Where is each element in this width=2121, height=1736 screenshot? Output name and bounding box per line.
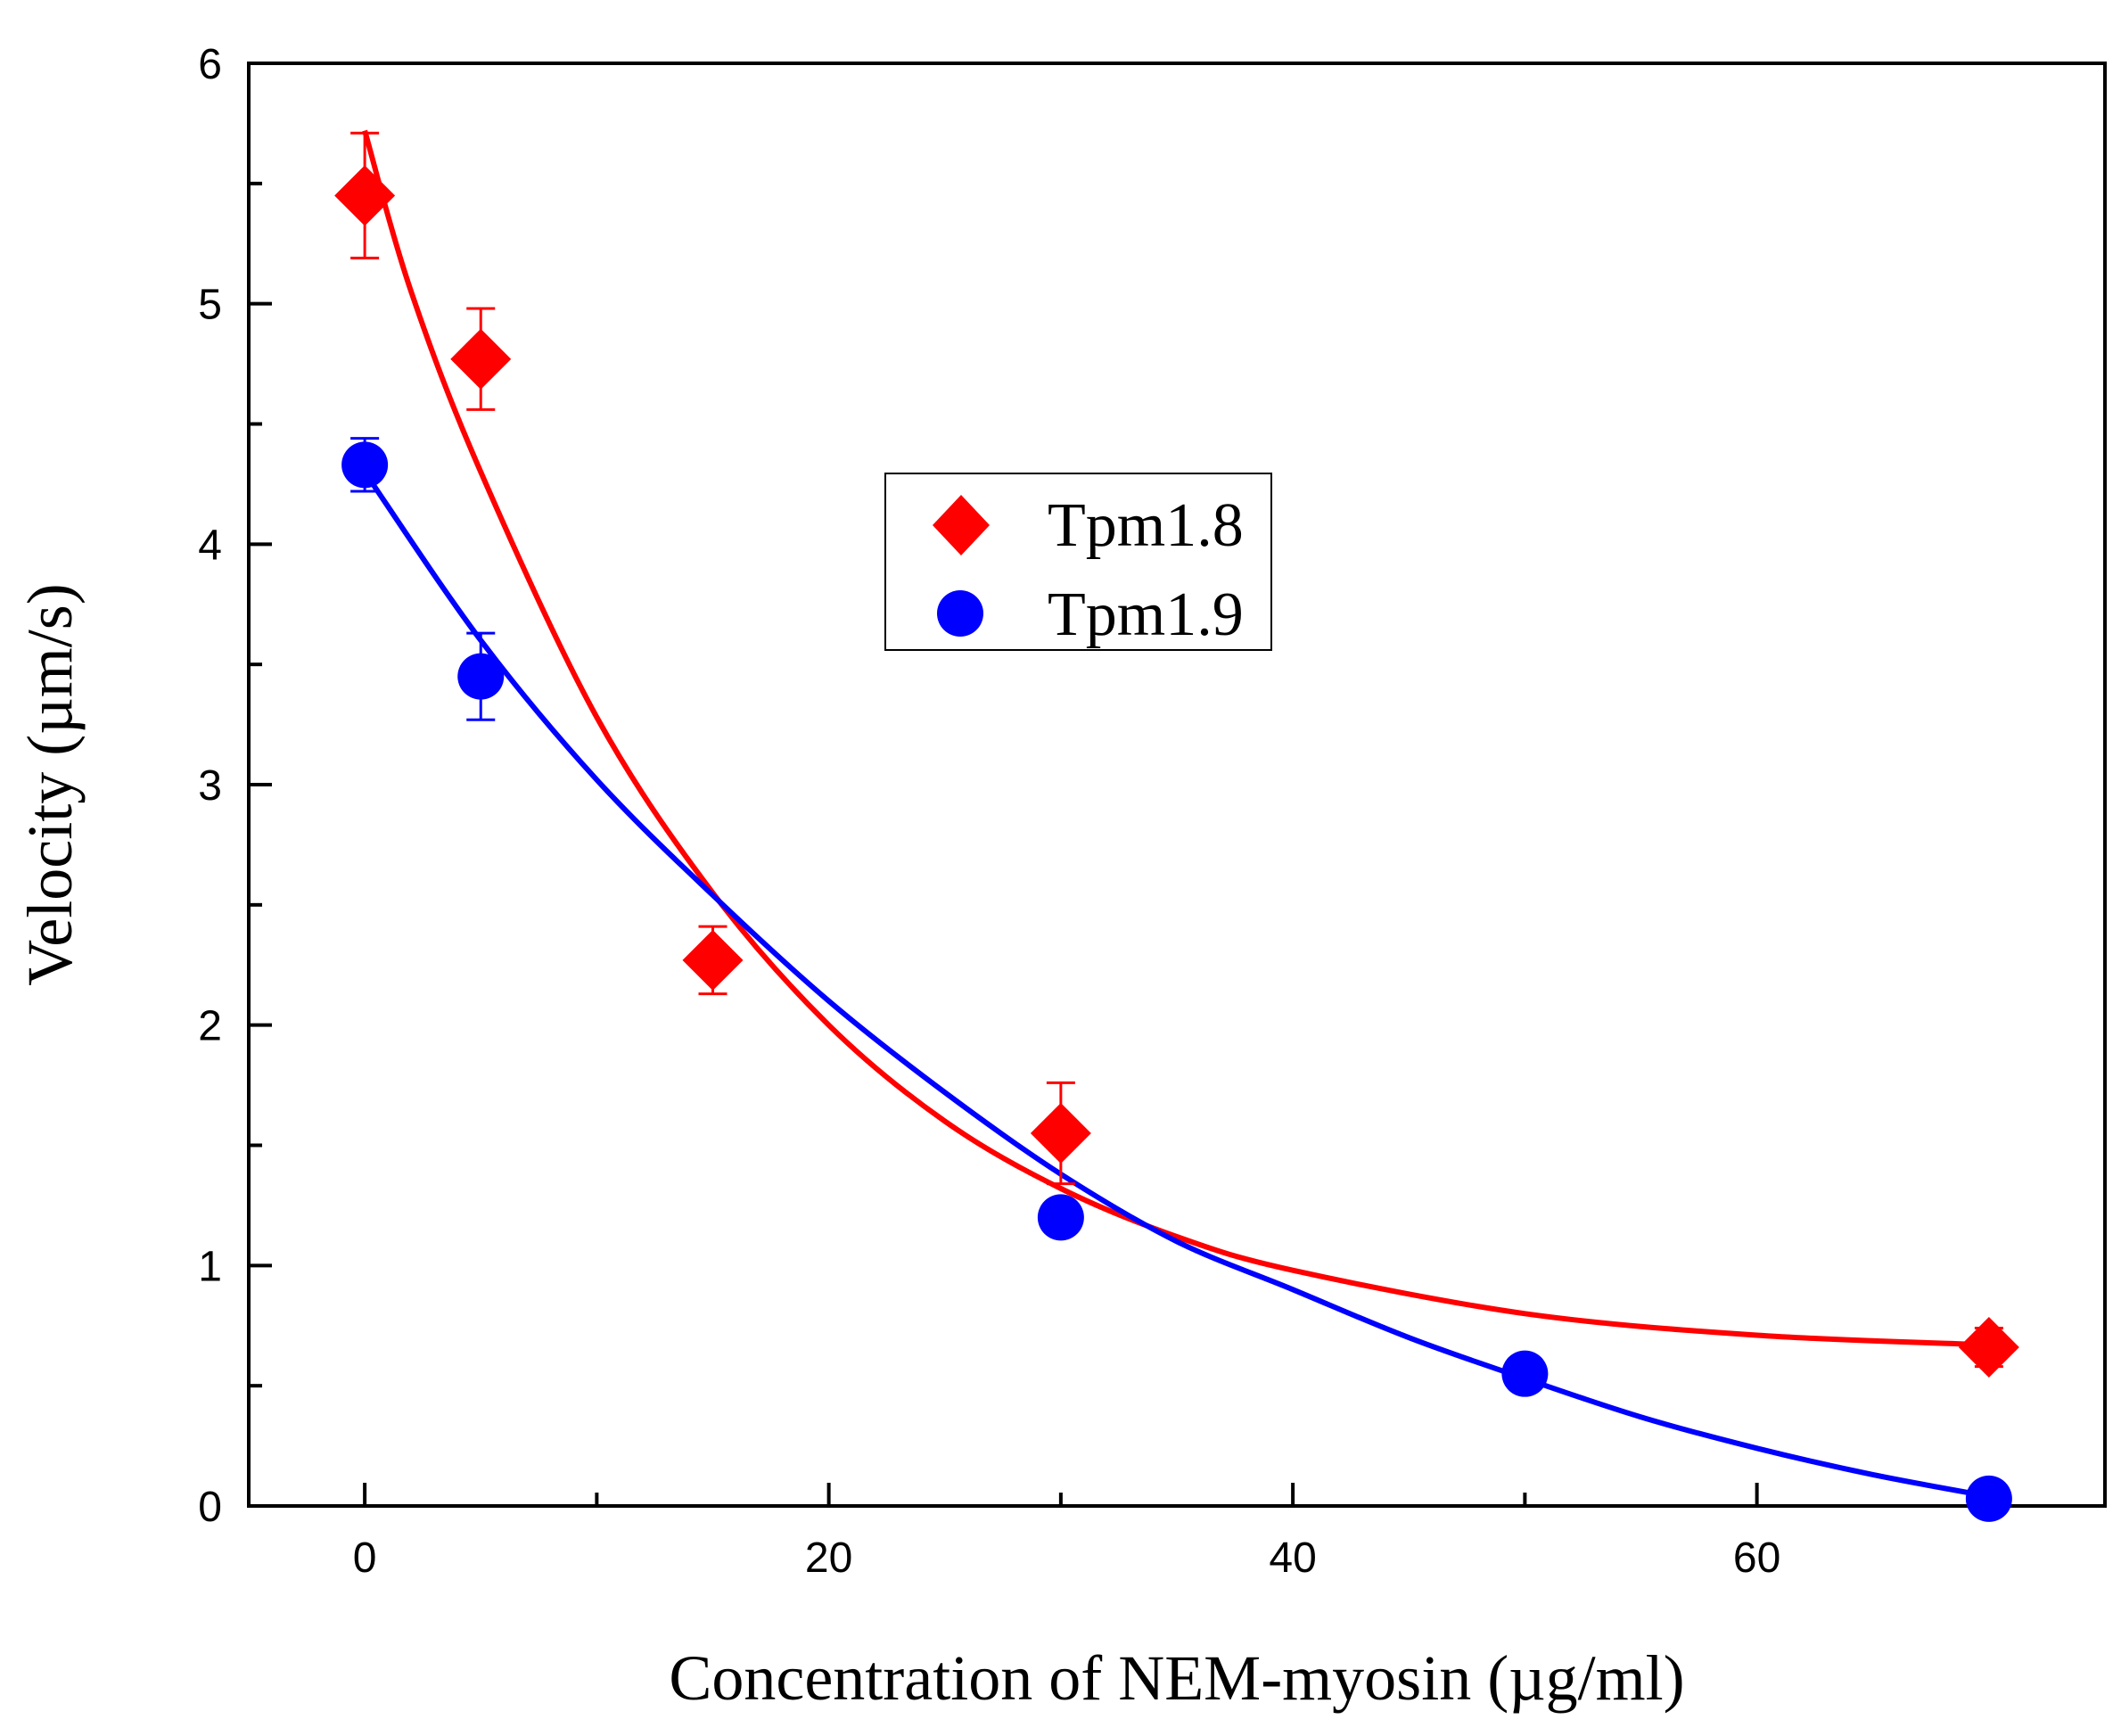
legend-label-tpm1-8: Tpm1.8	[1048, 491, 1244, 560]
fit-curve-tpm1-9	[362, 470, 1990, 1500]
y-tick-label: 3	[198, 762, 222, 810]
axis-ticks: 0 20 40 60 0 1 2 3 4 5 6	[198, 41, 1991, 1582]
legend-circle-marker	[937, 590, 983, 637]
x-tick-label: 0	[353, 1534, 377, 1582]
y-tick-label: 0	[198, 1484, 222, 1531]
y-tick-label: 1	[198, 1243, 222, 1290]
y-tick-label: 4	[198, 522, 222, 569]
tpm1-9-point	[341, 441, 389, 489]
tpm1-8-point	[682, 929, 744, 991]
x-tick-label: 20	[805, 1534, 852, 1582]
y-tick-label: 2	[198, 1003, 222, 1050]
tpm1-9-point	[1501, 1350, 1549, 1397]
x-tick-label: 60	[1733, 1534, 1780, 1582]
y-tick-label: 5	[198, 282, 222, 329]
legend: Tpm1.8 Tpm1.9	[884, 473, 1272, 651]
y-axis-title: Velocity (µm/s)	[14, 583, 86, 985]
legend-diamond-marker	[933, 495, 990, 555]
tpm1-8-point	[334, 165, 396, 226]
fit-curve-tpm1-8	[362, 129, 1990, 1348]
data-points	[334, 165, 2019, 1522]
x-axis-title: Concentration of NEM-myosin (µg/ml)	[669, 1642, 1684, 1714]
fit-curves	[362, 129, 1990, 1500]
tpm1-8-point	[450, 328, 512, 390]
x-tick-label: 40	[1269, 1534, 1316, 1582]
tpm1-8-point	[1958, 1317, 2019, 1378]
tpm1-9-point	[457, 653, 505, 700]
plot-frame	[247, 62, 2107, 1508]
tpm1-9-point	[1037, 1194, 1084, 1241]
tpm1-8-point	[1030, 1103, 1091, 1164]
y-tick-label: 6	[198, 41, 222, 88]
tpm1-9-point	[1965, 1475, 2012, 1522]
legend-label-tpm1-9: Tpm1.9	[1048, 580, 1244, 649]
